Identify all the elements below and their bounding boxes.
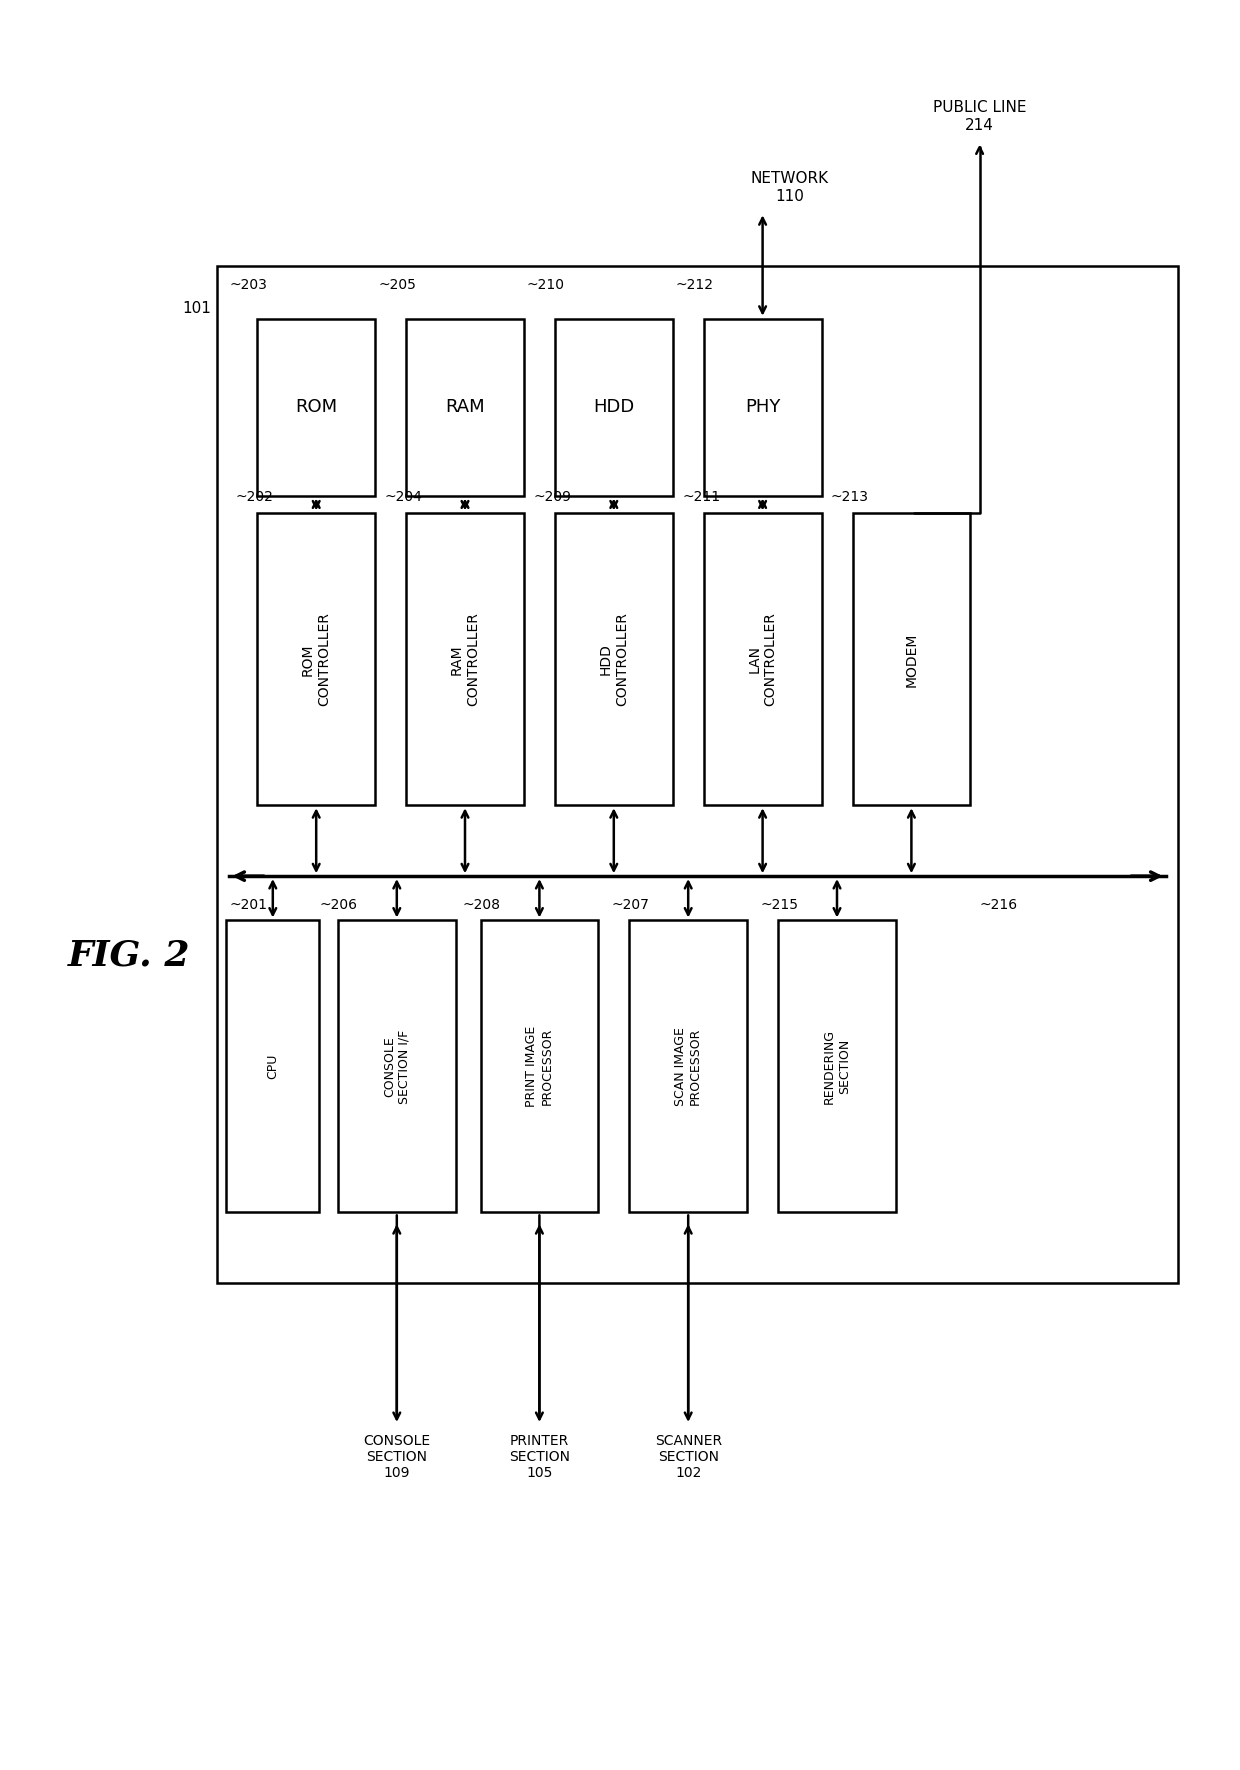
Bar (407, 319, 523, 496)
Text: ROM: ROM (295, 398, 337, 416)
Text: RAM: RAM (445, 398, 485, 416)
Bar (226, 920, 320, 1212)
Bar (556, 513, 672, 805)
Text: ~212: ~212 (676, 278, 714, 292)
Bar (779, 920, 895, 1212)
Text: ROM
CONTROLLER: ROM CONTROLLER (301, 612, 331, 706)
Bar (556, 319, 672, 496)
Text: PUBLIC LINE
214: PUBLIC LINE 214 (932, 101, 1027, 133)
Text: NETWORK
110: NETWORK 110 (750, 172, 830, 204)
Bar (217, 266, 1178, 1283)
Text: ~213: ~213 (831, 490, 869, 504)
Text: ~211: ~211 (682, 490, 720, 504)
Bar (481, 920, 599, 1212)
Text: ~207: ~207 (611, 897, 650, 912)
Bar (704, 513, 821, 805)
Text: CONSOLE
SECTION I/F: CONSOLE SECTION I/F (383, 1030, 410, 1103)
Text: ~204: ~204 (384, 490, 423, 504)
Text: CONSOLE
SECTION
109: CONSOLE SECTION 109 (363, 1434, 430, 1480)
Text: PHY: PHY (745, 398, 780, 416)
Text: ~209: ~209 (533, 490, 572, 504)
Text: ~205: ~205 (378, 278, 417, 292)
Bar (630, 920, 746, 1212)
Text: ~203: ~203 (229, 278, 268, 292)
Text: HDD: HDD (593, 398, 635, 416)
Text: FIG. 2: FIG. 2 (68, 938, 191, 974)
Text: SCAN IMAGE
PROCESSOR: SCAN IMAGE PROCESSOR (675, 1027, 702, 1106)
Text: 101: 101 (182, 301, 211, 315)
Bar (337, 920, 456, 1212)
Text: SCANNER
SECTION
102: SCANNER SECTION 102 (655, 1434, 722, 1480)
Text: ~208: ~208 (463, 897, 501, 912)
Bar (258, 513, 374, 805)
Text: RAM
CONTROLLER: RAM CONTROLLER (450, 612, 480, 706)
Text: RENDERING
SECTION: RENDERING SECTION (823, 1028, 851, 1104)
Text: ~201: ~201 (229, 897, 268, 912)
Text: ~216: ~216 (980, 897, 1018, 912)
Text: LAN
CONTROLLER: LAN CONTROLLER (748, 612, 777, 706)
Text: PRINTER
SECTION
105: PRINTER SECTION 105 (508, 1434, 570, 1480)
Bar (853, 513, 970, 805)
Text: HDD
CONTROLLER: HDD CONTROLLER (599, 612, 629, 706)
Bar (704, 319, 821, 496)
Bar (407, 513, 523, 805)
Text: CPU: CPU (267, 1053, 279, 1080)
Text: ~202: ~202 (236, 490, 274, 504)
Text: PRINT IMAGE
PROCESSOR: PRINT IMAGE PROCESSOR (526, 1027, 553, 1106)
Bar (258, 319, 374, 496)
Text: ~210: ~210 (527, 278, 565, 292)
Text: MODEM: MODEM (904, 632, 919, 687)
Text: ~215: ~215 (760, 897, 799, 912)
Text: ~206: ~206 (320, 897, 358, 912)
